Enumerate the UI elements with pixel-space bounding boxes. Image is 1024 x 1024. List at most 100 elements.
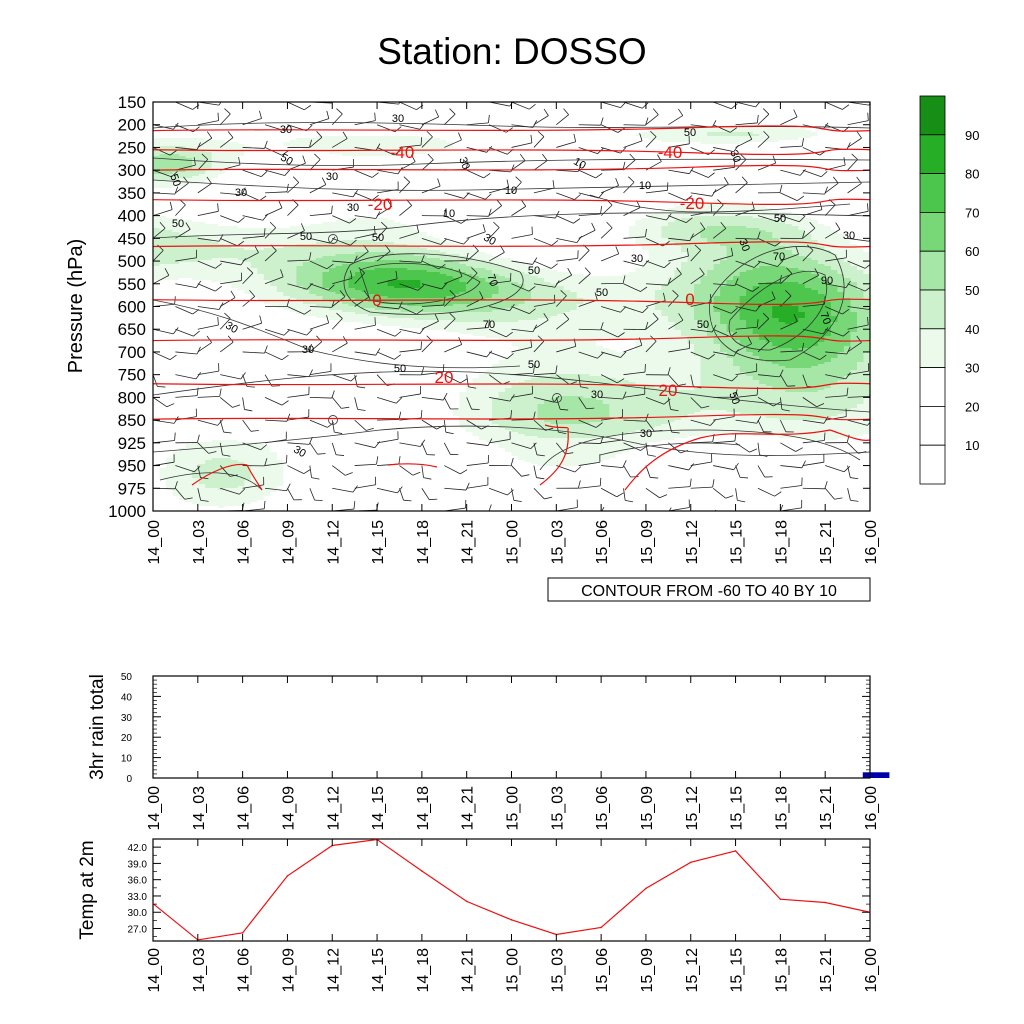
shade-cell — [205, 140, 213, 153]
wind-barb-flag — [438, 263, 446, 270]
wind-barb-shaft — [668, 295, 679, 307]
shade-cell — [198, 506, 206, 511]
shade-cell — [335, 154, 343, 221]
shade-cell — [270, 306, 278, 453]
shade-cell — [713, 136, 721, 145]
shade-cell — [465, 166, 473, 227]
wind-barb-flag — [600, 117, 604, 126]
shade-cell — [355, 322, 363, 339]
wind-barb — [332, 270, 353, 285]
wind-barb-flag — [329, 236, 336, 244]
shade-cell — [198, 464, 206, 485]
shade-cell — [622, 158, 630, 205]
wind-barb-shaft — [713, 510, 714, 511]
wind-barb — [556, 442, 574, 455]
shade-cell — [602, 404, 610, 419]
wind-barb-flag — [449, 290, 456, 297]
wind-barb-flag — [259, 195, 267, 201]
wind-barb-shaft — [399, 161, 416, 171]
shade-cell — [348, 322, 356, 339]
wind-barb-flag — [560, 408, 569, 411]
shade-cell — [504, 112, 513, 117]
time-tick-label: 15_03 — [549, 948, 566, 993]
contour-label: 30 — [631, 253, 643, 265]
contour-label: 30 — [843, 230, 855, 242]
wind-barb — [421, 153, 434, 171]
rain-tick-label: 20 — [121, 733, 133, 744]
wind-barb-shaft — [533, 160, 548, 171]
time-tick-label: 15_03 — [549, 520, 566, 565]
shade-cell — [557, 396, 565, 425]
wind-barb-flag — [640, 445, 648, 451]
wind-barb-shaft — [332, 278, 353, 285]
shade-cell — [583, 438, 591, 465]
wind-barb — [421, 297, 446, 307]
colorbar-box — [919, 328, 946, 368]
wind-barb-flag — [281, 150, 289, 156]
shade-cell — [557, 314, 565, 375]
wind-barb-shaft — [825, 306, 843, 315]
wind-barb-shaft — [757, 136, 770, 148]
shade-cell — [439, 252, 447, 261]
shade-cell — [374, 340, 382, 511]
shade-cell — [544, 438, 552, 467]
shade-cell — [602, 460, 610, 511]
shade-cell — [166, 364, 174, 459]
shade-cell — [465, 274, 473, 305]
wind-barb — [197, 510, 199, 511]
time-tick-label: 14_03 — [191, 948, 208, 993]
shade-cell — [628, 432, 636, 451]
shade-cell — [185, 444, 193, 503]
wind-barb-flag — [376, 456, 379, 465]
wind-barb-shaft — [668, 348, 690, 353]
wind-barb-shaft — [667, 397, 672, 410]
shade-cell — [426, 350, 434, 379]
shade-cell — [452, 416, 460, 487]
wind-barb — [690, 169, 715, 178]
shade-cell — [791, 282, 799, 307]
wind-barb-shaft — [645, 487, 660, 499]
shade-cell — [433, 306, 441, 313]
wind-barb-flag — [880, 475, 888, 476]
wind-barb — [287, 252, 312, 262]
shade-cell — [257, 274, 265, 301]
shade-cell — [602, 378, 610, 405]
shade-cell — [733, 202, 741, 217]
wind-barb — [645, 213, 672, 221]
shade-cell — [830, 254, 839, 271]
shade-cell — [465, 312, 473, 323]
shade-cell — [589, 102, 597, 121]
shade-cell — [550, 316, 558, 375]
wind-barb — [197, 283, 222, 292]
wind-barb — [354, 102, 356, 103]
wind-barb-flag — [643, 259, 649, 267]
shade-cell — [218, 244, 226, 259]
shade-cell — [485, 102, 493, 119]
time-tick-label: 14_12 — [325, 948, 342, 993]
wind-barb — [489, 457, 514, 467]
time-tick-label: 14_18 — [415, 520, 432, 565]
shade-cell — [374, 260, 382, 269]
wind-barb — [488, 487, 514, 496]
shade-cell — [250, 212, 258, 229]
wind-barb — [533, 237, 559, 246]
wind-barb-shaft — [376, 227, 388, 239]
wind-barb-flag — [173, 327, 179, 335]
wind-barb-shaft — [757, 162, 776, 171]
shade-cell — [804, 118, 812, 131]
shade-cell — [342, 102, 350, 121]
shade-cell — [276, 486, 284, 511]
wind-barb-shaft — [175, 306, 193, 315]
shade-cell — [459, 334, 467, 393]
contour-label: 30 — [456, 156, 471, 172]
wind-barb-flag — [832, 176, 839, 184]
shade-cell — [335, 294, 343, 303]
wind-barb-flag — [353, 501, 356, 510]
wind-barb — [354, 169, 379, 178]
shade-cell — [361, 252, 369, 263]
shade-cell — [426, 102, 434, 123]
wind-barb-shaft — [264, 328, 285, 336]
temperature-contour-line — [153, 382, 870, 390]
wind-barb-shaft — [466, 327, 489, 330]
shade-cell — [205, 240, 213, 261]
